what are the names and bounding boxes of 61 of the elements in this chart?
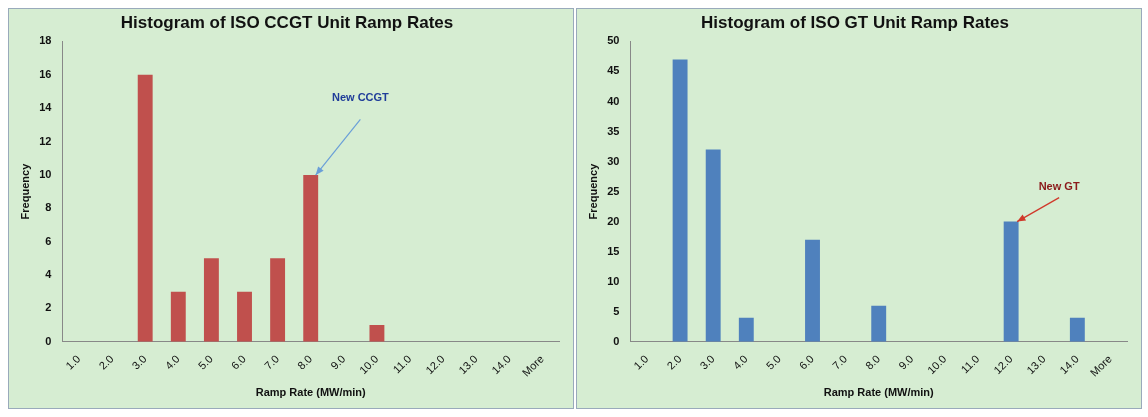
- y-tick-label: 50: [607, 34, 620, 47]
- y-tick-label: 40: [607, 94, 620, 107]
- y-tick-label: 30: [607, 154, 620, 167]
- chart-title: Histogram of ISO GT Unit Ramp Rates: [701, 12, 1009, 32]
- x-tick-label: 8.0: [294, 352, 315, 372]
- bar: [369, 325, 385, 342]
- bar: [705, 149, 721, 342]
- chart-title: Histogram of ISO CCGT Unit Ramp Rates: [120, 12, 454, 32]
- y-axis-title: Frequency: [586, 162, 599, 220]
- bar: [1003, 221, 1019, 342]
- bar: [170, 291, 186, 342]
- y-tick-label: 2: [45, 301, 52, 314]
- x-tick-label: 3.0: [697, 352, 717, 372]
- x-tick-label: 4.0: [730, 352, 750, 372]
- bar: [237, 291, 252, 342]
- y-tick-label: 0: [45, 334, 52, 347]
- x-tick-label: 6.0: [796, 352, 817, 372]
- bar: [871, 305, 887, 342]
- bar: [303, 174, 319, 342]
- y-tick-label: 0: [613, 334, 620, 347]
- x-tick-label: 4.0: [162, 352, 182, 372]
- x-tick-label: 9.0: [896, 352, 916, 372]
- y-tick-label: 5: [613, 304, 620, 317]
- bar: [137, 74, 153, 342]
- x-axis-title: Ramp Rate (MW/min): [255, 386, 367, 399]
- y-tick-label: 18: [39, 34, 52, 47]
- y-tick-label: 16: [39, 67, 52, 80]
- y-tick-label: 8: [45, 201, 52, 214]
- y-tick-label: 14: [39, 101, 53, 114]
- x-tick-label: 2.0: [664, 352, 684, 372]
- y-tick-label: 35: [607, 124, 620, 137]
- annotation: New CCGT: [331, 91, 390, 104]
- y-tick-label: 6: [45, 234, 52, 247]
- x-tick-label: 2.0: [96, 352, 116, 372]
- bar: [672, 59, 688, 342]
- x-tick-label: 3.0: [129, 352, 149, 372]
- y-tick-label: 4: [45, 268, 53, 281]
- y-tick-label: 10: [39, 167, 52, 180]
- x-tick-label: 1.0: [63, 352, 83, 372]
- y-tick-label: 15: [607, 244, 620, 257]
- y-tick-label: 20: [607, 214, 620, 227]
- y-tick-label: 45: [607, 64, 620, 77]
- y-axis-title: Frequency: [18, 162, 31, 220]
- bar: [203, 258, 219, 342]
- x-tick-label: 5.0: [763, 352, 783, 372]
- x-tick-label: 1.0: [631, 352, 651, 372]
- bar: [270, 258, 286, 342]
- x-tick-label: 9.0: [328, 352, 348, 372]
- y-tick-label: 10: [607, 274, 620, 287]
- bar: [738, 317, 754, 342]
- x-tick-label: 7.0: [829, 352, 850, 372]
- x-tick-label: 5.0: [195, 352, 215, 372]
- x-tick-label: 7.0: [261, 352, 282, 372]
- bar: [805, 239, 820, 342]
- bar: [1069, 317, 1085, 342]
- x-tick-label: 6.0: [228, 352, 249, 372]
- x-axis-title: Ramp Rate (MW/min): [823, 386, 935, 399]
- x-tick-label: 8.0: [862, 352, 883, 372]
- y-tick-label: 12: [39, 134, 52, 147]
- annotation: New GT: [1038, 179, 1080, 192]
- y-tick-label: 25: [607, 184, 620, 197]
